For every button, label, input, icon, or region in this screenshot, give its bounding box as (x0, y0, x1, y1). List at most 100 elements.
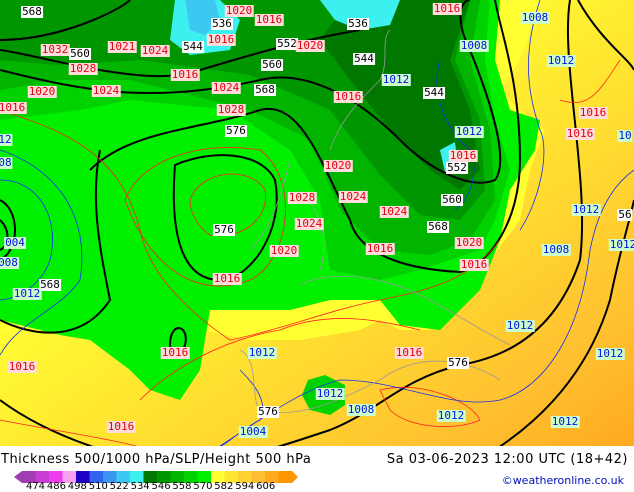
pressure-label: 1012 (12, 287, 42, 300)
thickness-label: 568 (21, 5, 43, 18)
pressure-label: 1020 (323, 159, 353, 172)
pressure-label: 1012 (247, 346, 277, 359)
colorbar-tick-label: 534 (130, 481, 150, 492)
pressure-label: 1016 (254, 13, 284, 26)
pressure-label: 1012 (315, 387, 345, 400)
thickness-label: 560 (441, 193, 463, 206)
pressure-label: 1012 (436, 409, 466, 422)
colorbar-swatch (76, 471, 90, 483)
pressure-label: 1016 (160, 346, 190, 359)
pressure-label: 1032 (40, 43, 70, 56)
pressure-label: 1020 (224, 4, 254, 17)
pressure-label: 1016 (565, 127, 595, 140)
pressure-label: 1016 (7, 360, 37, 373)
pressure-label: 1028 (287, 191, 317, 204)
thickness-label: 536 (347, 17, 369, 30)
pressure-label: 1012 (550, 415, 580, 428)
pressure-label: 1016 (206, 33, 236, 46)
pressure-label: 1024 (338, 190, 368, 203)
pressure-label: 004 (4, 236, 26, 249)
weather-map: 568 536 544 552 560 536 544 560 568 544 576 552 560 5… (0, 0, 634, 446)
colorbar-swatch (224, 471, 239, 483)
colorbar-swatch (278, 471, 293, 483)
credit-link[interactable]: ©weatheronline.co.uk (501, 474, 624, 487)
pressure-label: 1016 (365, 242, 395, 255)
colorbar-tick-label: 558 (172, 481, 192, 492)
colorbar-low-arrow (14, 471, 22, 483)
colorbar-swatch (49, 471, 63, 483)
colorbar-tick-label: 474 (25, 481, 46, 492)
pressure-label: 1008 (459, 39, 489, 52)
map-title: Thickness 500/1000 hPa/SLP/Height 500 hP… (1, 452, 312, 467)
pressure-label: 12 (0, 134, 13, 146)
slp-blue-contours (0, 0, 634, 446)
pressure-label: 1012 (454, 125, 484, 138)
pressure-label: 1016 (394, 346, 424, 359)
thickness-label: 552 (276, 37, 298, 50)
thickness-label: 544 (423, 86, 445, 99)
thickness-label: 544 (182, 40, 204, 53)
colorbar-swatch (89, 471, 104, 483)
pressure-label: 1024 (379, 205, 409, 218)
pressure-label: 1008 (520, 11, 550, 24)
colorbar-tick-label: 570 (193, 481, 213, 492)
pressure-label: 10 (617, 129, 633, 142)
pressure-label: 1012 (546, 54, 576, 67)
pressure-label: 1016 (578, 106, 608, 119)
pressure-label: 1008 (541, 243, 571, 256)
colorbar-swatch (184, 471, 198, 483)
colorbar-swatch (143, 471, 158, 483)
thickness-dark-green (320, 0, 480, 190)
colorbar-swatch (170, 471, 185, 483)
thickness-label: 552 (446, 161, 468, 174)
pressure-label: 1012 (381, 73, 411, 86)
thickness-label: 560 (69, 47, 91, 60)
colorbar-swatch (22, 471, 36, 483)
pressure-label: 1004 (238, 425, 268, 438)
colorbar-tick-label: 522 (109, 481, 129, 492)
pressure-label: 1024 (91, 84, 121, 97)
thickness-label: 568 (254, 83, 276, 96)
pressure-label: 1020 (269, 244, 299, 257)
colorbar-tick-label: 486 (46, 481, 66, 492)
pressure-label: 08 (0, 157, 13, 169)
thickness-label: 568 (427, 220, 449, 233)
pressure-label: 008 (0, 257, 19, 269)
pressure-label: 1008 (346, 403, 376, 416)
thickness-label: 544 (353, 52, 375, 65)
pressure-label: 1016 (459, 258, 489, 271)
slp-contours (0, 59, 621, 446)
colorbar-swatch (197, 471, 212, 483)
colorbar-tick-label: 606 (256, 481, 276, 492)
colorbar-swatch (265, 471, 279, 483)
thickness-label: 576 (213, 223, 235, 236)
colorbar-swatch (157, 471, 171, 483)
pressure-label: 1020 (454, 236, 484, 249)
thickness-label: 560 (261, 58, 283, 71)
valid-datetime: Sa 03-06-2023 12:00 UTC (18+42) (386, 452, 628, 467)
colorbar-swatch (211, 471, 225, 483)
colorbar-tick-label: 546 (151, 481, 171, 492)
pressure-label: 1012 (595, 347, 625, 360)
pressure-label: 1012 (608, 239, 634, 251)
pressure-label: 1016 (170, 68, 200, 81)
colorbar-swatch (251, 471, 266, 483)
pressure-label: 1016 (448, 149, 478, 162)
colorbar-tick-label: 510 (88, 481, 108, 492)
pressure-label: 1020 (27, 85, 57, 98)
map-fields (0, 0, 634, 446)
colorbar-swatch (62, 471, 77, 483)
colorbar-tick-label: 582 (214, 481, 234, 492)
pressure-label: 1012 (571, 203, 601, 216)
thickness-label: 576 (225, 124, 247, 137)
colorbar-swatch (238, 471, 252, 483)
colorbar-legend (14, 471, 298, 483)
pressure-label: 1016 (432, 2, 462, 15)
thickness-label: 576 (257, 405, 279, 418)
thickness-label: 576 (447, 356, 469, 369)
thickness-label: 56 (617, 208, 633, 221)
pressure-label: 1012 (505, 319, 535, 332)
colorbar-swatch (35, 471, 50, 483)
pressure-label: 1016 (333, 90, 363, 103)
colorbar-tick-label: 498 (67, 481, 87, 492)
